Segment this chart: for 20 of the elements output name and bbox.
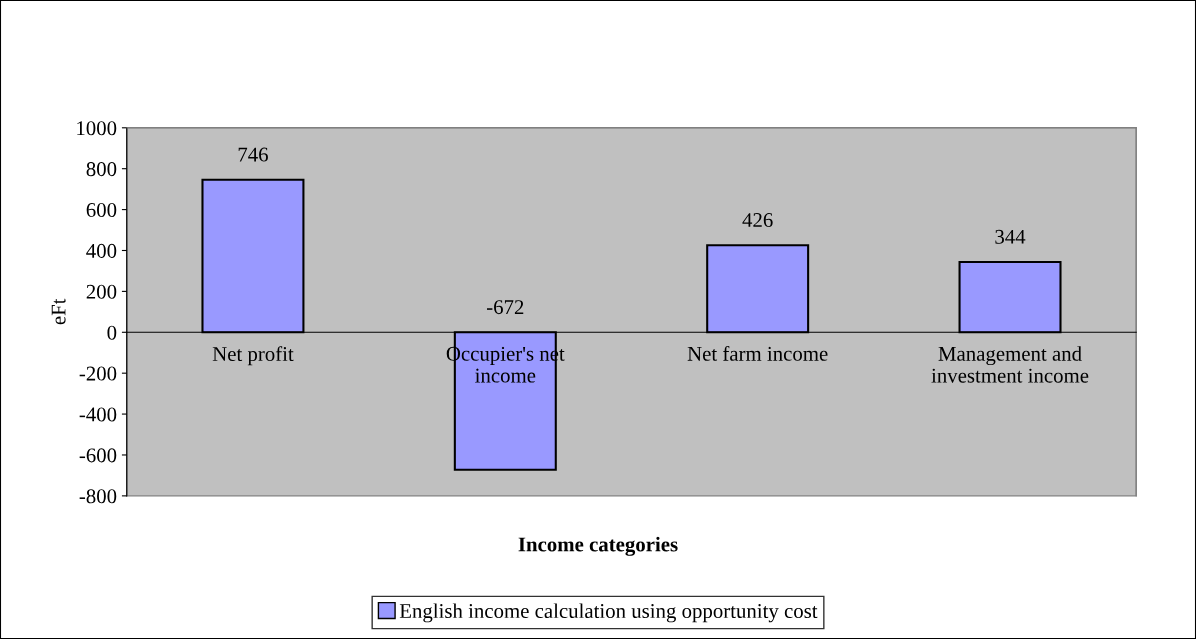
y-tick-label: -800: [79, 489, 117, 504]
y-tick-label: 200: [86, 284, 117, 299]
data-label: 344: [995, 229, 1026, 244]
data-label: -672: [486, 300, 524, 315]
data-label: 426: [742, 213, 773, 228]
y-tick-label: 1000: [77, 121, 117, 136]
x-tick-label: Management and investment income: [931, 346, 1089, 383]
data-label: 746: [238, 147, 268, 162]
y-tick-label: -200: [79, 366, 117, 381]
y-tick-label: -600: [79, 448, 117, 463]
legend-label: English income calculation using opportunity cost: [399, 603, 818, 623]
x-tick-label: Net farm income: [687, 345, 828, 361]
y-tick-label: 600: [86, 202, 117, 218]
y-tick-label: 400: [86, 243, 117, 258]
y-tick-label: -400: [79, 407, 117, 422]
y-tick-label: 800: [86, 162, 117, 177]
x-tick-label: Net profit: [212, 346, 294, 366]
y-tick-label: 0: [107, 325, 117, 340]
x-axis-title: Income categories: [518, 536, 678, 556]
y-axis-title: eFt: [51, 298, 66, 325]
